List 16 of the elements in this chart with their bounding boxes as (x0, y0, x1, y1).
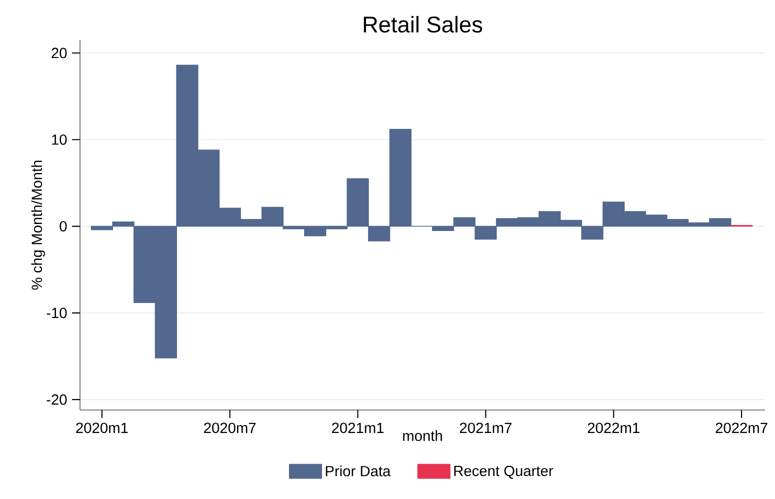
x-tick-label: 2020m1 (76, 422, 128, 434)
y-tick-label: 10 (52, 134, 67, 145)
x-axis-title: month (403, 430, 442, 442)
y-tick-label: -20 (46, 394, 67, 405)
legend-label: Prior Data (326, 466, 391, 476)
x-tick-label: 2022m7 (716, 422, 768, 434)
legend-label: Recent Quarter (454, 466, 554, 479)
x-tick-label: 2020m7 (204, 422, 256, 434)
x-tick-label: 2022m1 (588, 422, 640, 434)
x-tick-label: 2021m7 (460, 422, 512, 434)
y-axis-title: % chg Month/Month (31, 160, 45, 290)
y-tick-label: 20 (52, 48, 67, 58)
chart-title: Retail Sales (364, 16, 482, 33)
x-tick-label: 2021m1 (332, 422, 384, 434)
y-tick-label: 0 (60, 221, 67, 232)
y-tick-label: -10 (46, 308, 67, 318)
